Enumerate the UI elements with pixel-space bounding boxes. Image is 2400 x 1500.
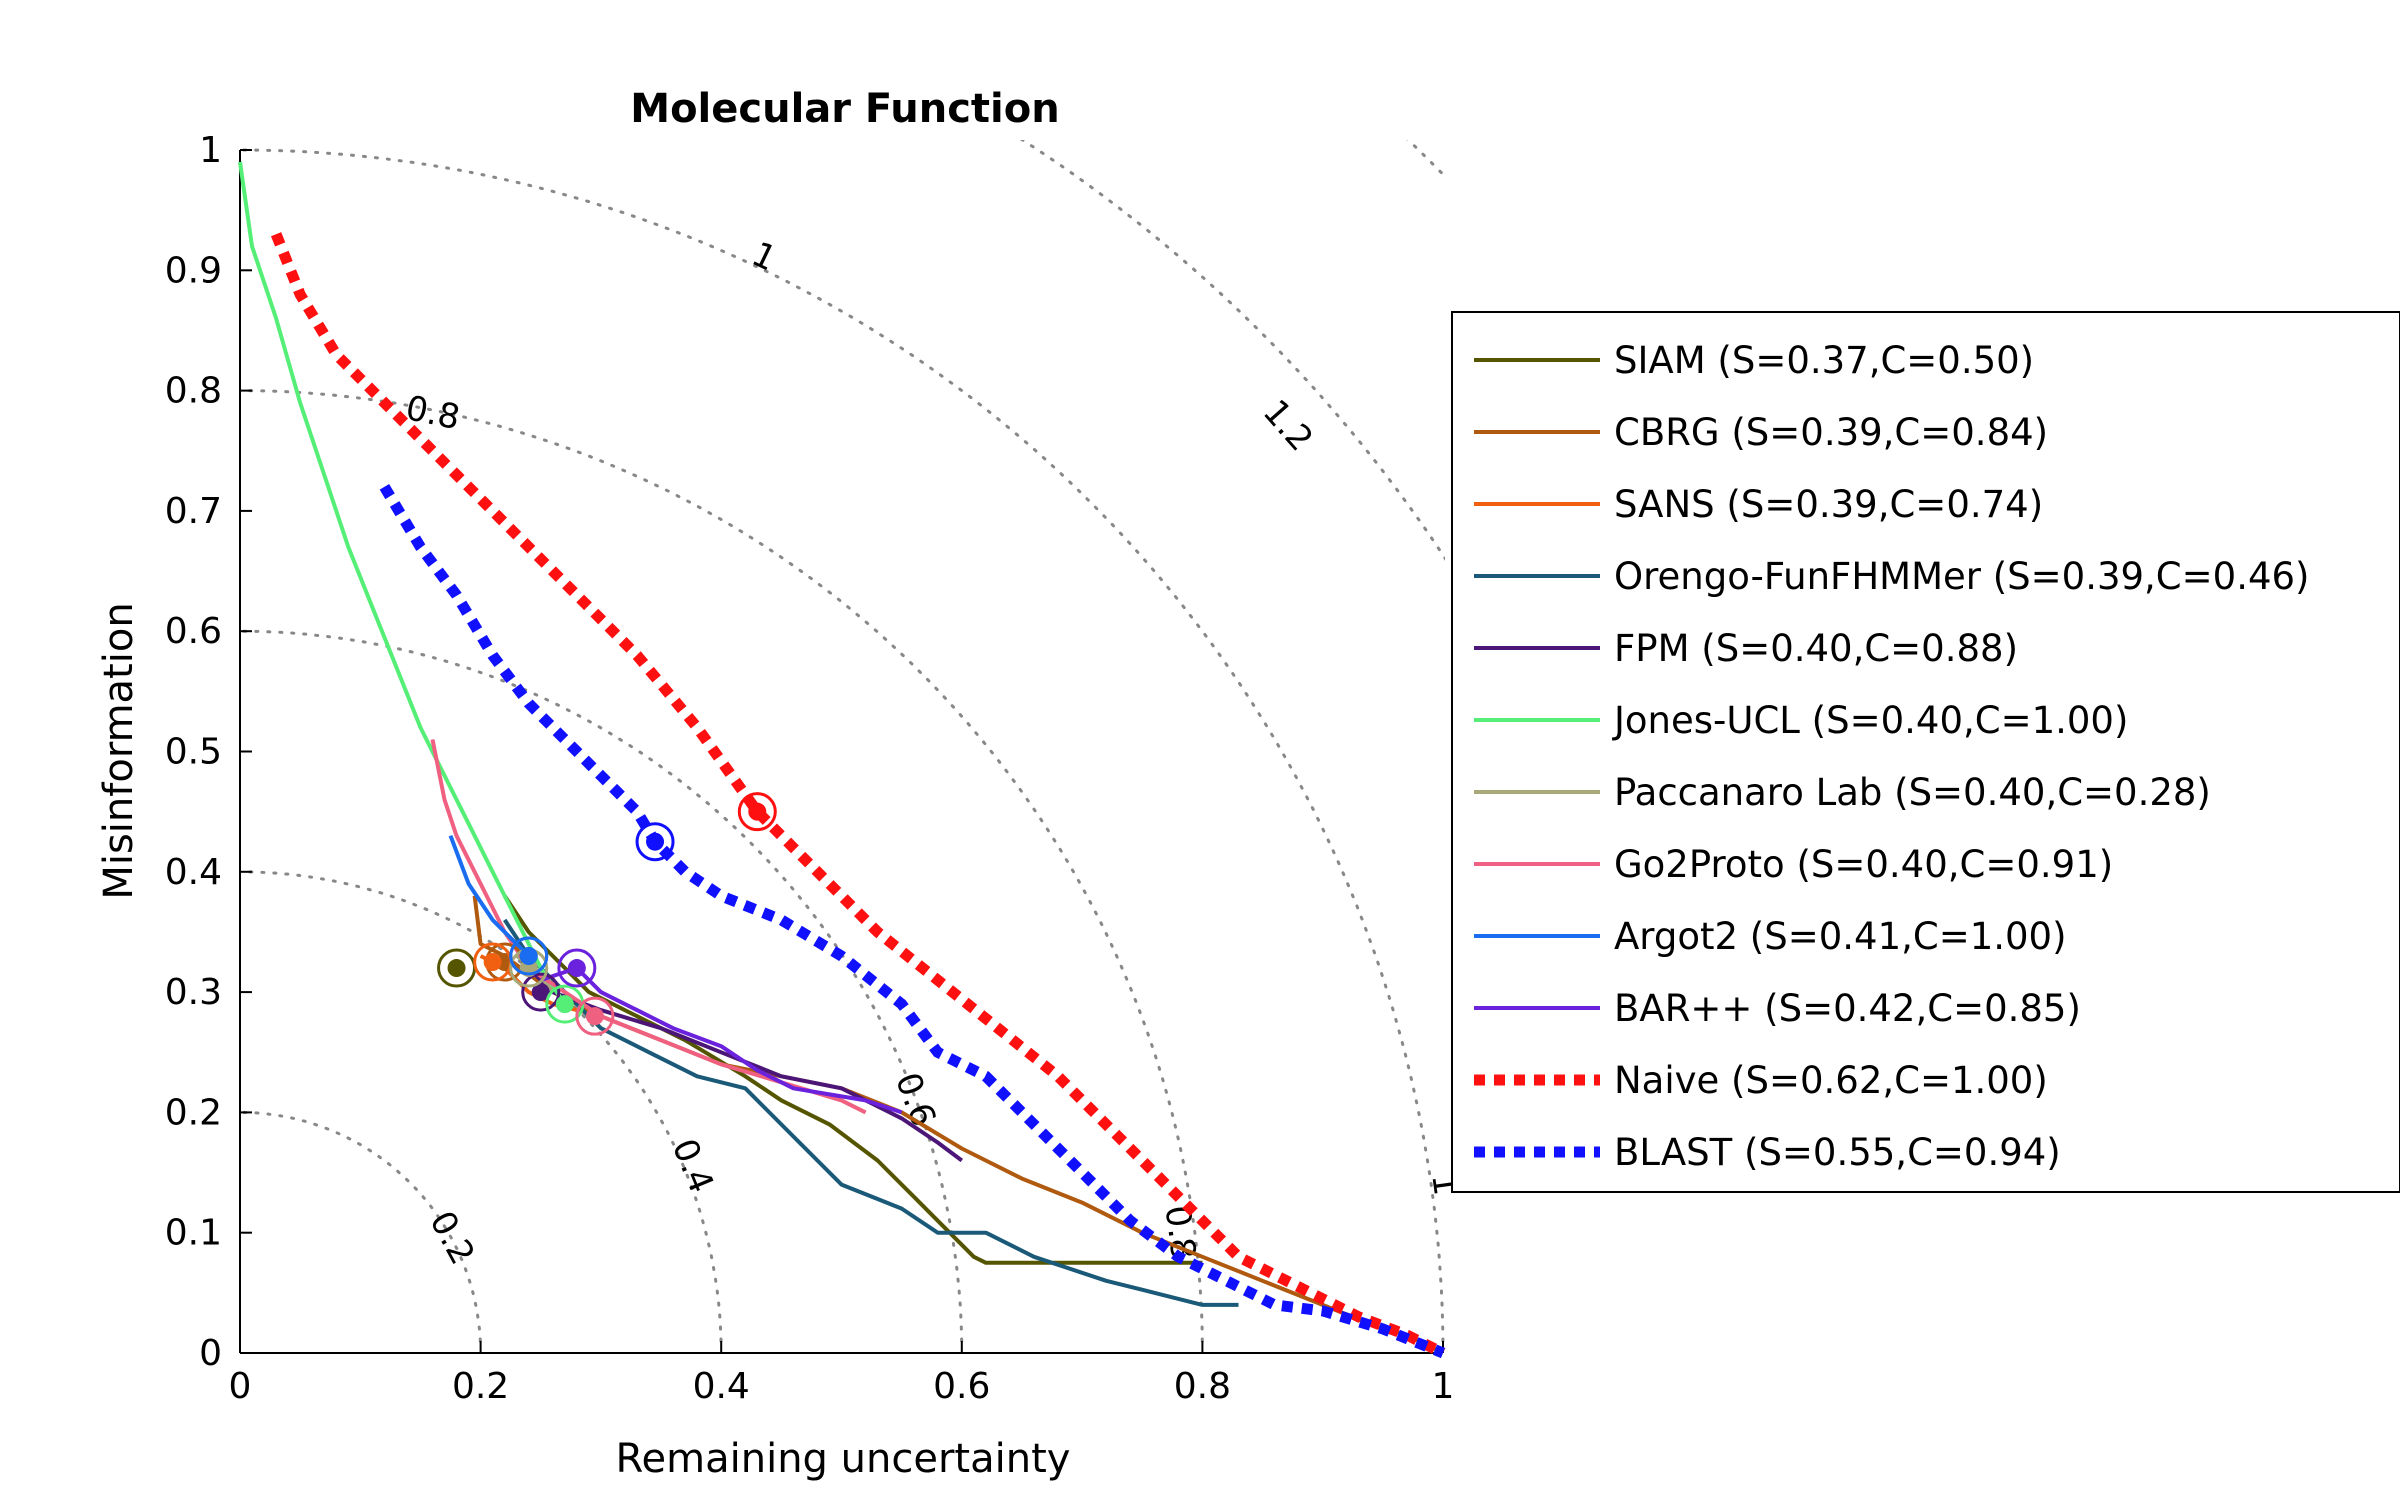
y-axis-label: Misinformation [96, 602, 142, 899]
arc-grid [238, 140, 1445, 1350]
y-ticks: 0 0.1 0.2 0.3 0.4 0.5 0.6 0.7 0.8 0.9 1 [165, 130, 252, 1374]
arc-label: 1 [746, 234, 783, 279]
legend-label: Paccanaro Lab (S=0.40,C=0.28) [1614, 771, 2211, 814]
legend-box [1451, 311, 2400, 1193]
legend-label: BAR++ (S=0.42,C=0.85) [1614, 987, 2081, 1030]
y-tick-label: 0.1 [165, 1213, 222, 1254]
x-tick-label: 0 [229, 1366, 252, 1407]
y-tick-label: 1 [199, 130, 222, 171]
legend-label: Orengo-FunFHMMer (S=0.39,C=0.46) [1614, 555, 2309, 598]
legend-label: Go2Proto (S=0.40,C=0.91) [1614, 843, 2113, 886]
series-marker-ring [575, 996, 615, 1036]
arc-label: 0.2 [421, 1205, 482, 1272]
y-tick-label: 0 [199, 1333, 222, 1374]
series-line [472, 895, 1444, 1355]
grid-arc [238, 1110, 483, 1350]
legend-label: Argot2 (S=0.41,C=1.00) [1614, 915, 2067, 958]
x-tick-label: 0.4 [693, 1366, 750, 1407]
y-tick-label: 0.6 [165, 611, 222, 652]
legend-label: SIAM (S=0.37,C=0.50) [1614, 339, 2034, 382]
series-line [238, 161, 567, 1006]
y-tick-label: 0.7 [165, 491, 222, 532]
legend-label: BLAST (S=0.55,C=0.94) [1614, 1131, 2061, 1174]
series-line [503, 894, 1203, 1265]
series-marker-ring [557, 948, 597, 988]
grid-arc [1406, 140, 1445, 179]
grid-arc [238, 389, 1204, 1350]
x-tick-label: 0.2 [452, 1366, 509, 1407]
series-marker-dot [483, 953, 502, 972]
series-line [379, 483, 1446, 1359]
series-marker-ring [737, 792, 777, 832]
series-marker-dot [519, 947, 538, 966]
marker-layer [437, 792, 777, 1036]
legend-label: FPM (S=0.40,C=0.88) [1614, 627, 2018, 670]
y-tick-label: 0.5 [165, 732, 222, 773]
y-tick-label: 0.8 [165, 371, 222, 412]
y-tick-label: 0.2 [165, 1092, 222, 1133]
series-line [448, 834, 531, 958]
series-marker-ring [509, 936, 549, 976]
arc-label: 1.2 [1255, 392, 1321, 459]
grid-arc [238, 148, 1445, 1350]
series-layer [238, 161, 1446, 1359]
series-marker-dot [646, 832, 665, 851]
series-line [270, 232, 1446, 1358]
legend-label: CBRG (S=0.39,C=0.84) [1614, 411, 2048, 454]
grid-arc [238, 629, 964, 1350]
axes [239, 150, 1442, 1354]
series-marker-ring [635, 822, 675, 862]
y-tick-label: 0.9 [165, 250, 222, 291]
y-tick-label: 0.4 [165, 852, 222, 893]
chart-title: Molecular Function [630, 86, 1059, 132]
series-line [540, 966, 903, 1115]
series-marker-dot [447, 959, 466, 978]
x-tick-label: 0.6 [933, 1366, 990, 1407]
x-tick-label: 0.8 [1174, 1366, 1231, 1407]
x-tick-label: 1 [1432, 1366, 1455, 1407]
series-line [503, 918, 1239, 1307]
series-marker-dot [555, 995, 574, 1014]
y-tick-label: 0.3 [165, 972, 222, 1013]
series-marker-dot [567, 959, 586, 978]
legend: SIAM (S=0.37,C=0.50) CBRG (S=0.39,C=0.84)… [1451, 311, 2400, 1193]
legend-label: SANS (S=0.39,C=0.74) [1614, 483, 2043, 526]
x-ticks: 0 0.2 0.4 0.6 0.8 1 [229, 1341, 1455, 1407]
series-marker-dot [531, 983, 550, 1002]
x-axis-label: Remaining uncertainty [616, 1436, 1071, 1482]
series-marker-dot [585, 1007, 604, 1026]
series-marker-dot [748, 802, 767, 821]
legend-label: Jones-UCL (S=0.40,C=1.00) [1612, 699, 2128, 742]
series-marker-ring [521, 972, 561, 1012]
legend-label: Naive (S=0.62,C=1.00) [1614, 1059, 2048, 1102]
